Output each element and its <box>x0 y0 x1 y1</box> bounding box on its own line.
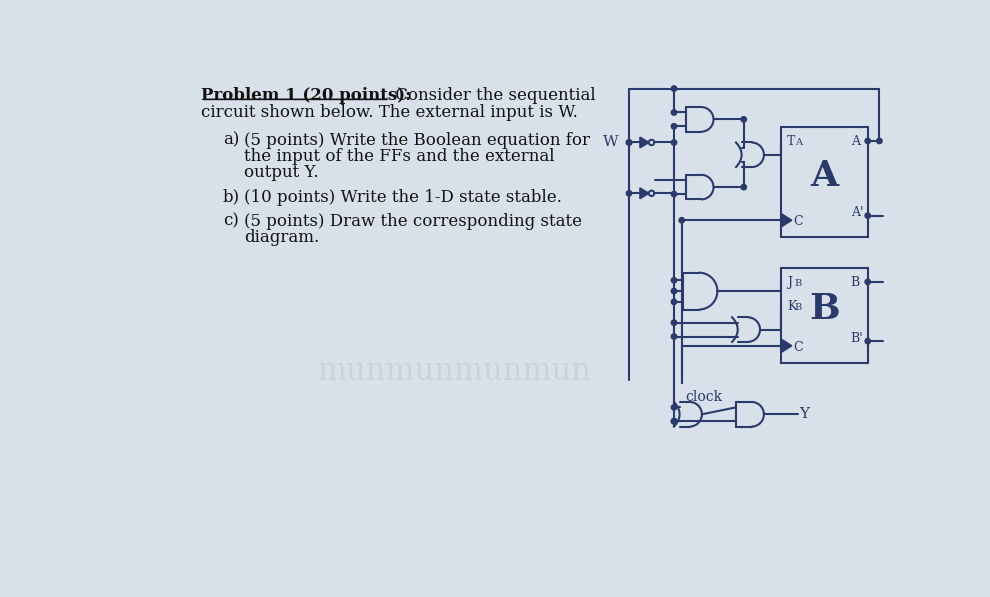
Circle shape <box>671 418 677 424</box>
Circle shape <box>671 299 677 304</box>
Text: b): b) <box>223 189 240 206</box>
Circle shape <box>671 140 677 145</box>
Text: c): c) <box>223 213 239 230</box>
Text: Problem 1 (20 points):: Problem 1 (20 points): <box>201 87 412 104</box>
Circle shape <box>648 140 654 145</box>
Text: Consider the sequential: Consider the sequential <box>390 87 595 104</box>
Circle shape <box>865 338 870 344</box>
Circle shape <box>671 418 677 424</box>
Text: J: J <box>787 276 792 289</box>
Circle shape <box>679 217 684 223</box>
Text: A: A <box>795 138 802 147</box>
Circle shape <box>648 190 654 196</box>
Text: Y: Y <box>800 407 810 421</box>
Polygon shape <box>781 213 792 227</box>
Text: T: T <box>787 135 796 148</box>
Bar <box>781 127 868 237</box>
Circle shape <box>671 278 677 283</box>
Circle shape <box>627 190 632 196</box>
Text: munmunmunmun: munmunmunmun <box>318 356 591 387</box>
Text: B: B <box>795 303 802 312</box>
Polygon shape <box>781 339 792 353</box>
Text: A: A <box>850 135 859 148</box>
Text: B: B <box>809 292 840 326</box>
Circle shape <box>671 320 677 325</box>
Text: diagram.: diagram. <box>244 229 319 246</box>
Circle shape <box>742 116 746 122</box>
Circle shape <box>671 86 677 91</box>
Circle shape <box>671 110 677 115</box>
Circle shape <box>671 192 677 197</box>
Text: B': B' <box>850 331 863 344</box>
Circle shape <box>671 124 677 129</box>
Text: C: C <box>793 216 803 228</box>
Text: A: A <box>810 159 839 193</box>
Text: K: K <box>787 300 797 313</box>
Text: A': A' <box>850 206 863 219</box>
Polygon shape <box>640 188 649 199</box>
Polygon shape <box>640 137 649 148</box>
Text: a): a) <box>223 132 240 149</box>
Text: (5 points) Draw the corresponding state: (5 points) Draw the corresponding state <box>244 213 582 230</box>
Text: output Y.: output Y. <box>244 164 319 181</box>
Circle shape <box>671 334 677 339</box>
Text: circuit shown below. The external input is W.: circuit shown below. The external input … <box>201 104 578 121</box>
Circle shape <box>865 279 870 285</box>
Circle shape <box>627 140 632 145</box>
Text: the input of the FFs and the external: the input of the FFs and the external <box>244 148 554 165</box>
Text: (10 points) Write the 1-D state stable.: (10 points) Write the 1-D state stable. <box>244 189 561 206</box>
Circle shape <box>865 213 870 219</box>
Text: C: C <box>793 341 803 354</box>
Circle shape <box>627 140 632 145</box>
Circle shape <box>877 139 882 144</box>
Circle shape <box>865 139 870 144</box>
Text: clock: clock <box>686 390 723 404</box>
Circle shape <box>671 288 677 294</box>
Circle shape <box>671 405 677 410</box>
Text: W: W <box>603 136 618 149</box>
Circle shape <box>742 184 746 190</box>
Text: (5 points) Write the Boolean equation for: (5 points) Write the Boolean equation fo… <box>244 132 590 149</box>
Text: B: B <box>850 276 860 289</box>
Bar <box>781 268 868 363</box>
Text: B: B <box>794 279 801 288</box>
